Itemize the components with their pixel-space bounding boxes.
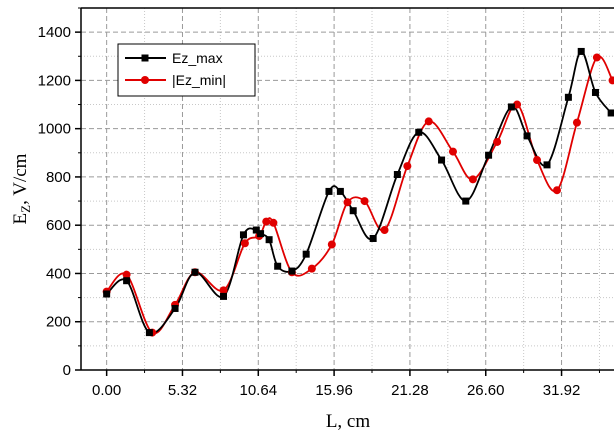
legend-label-ez-max: Ez_max <box>172 50 223 66</box>
x-tick-label: 5.32 <box>168 382 197 399</box>
data-point-ez-min <box>240 239 249 248</box>
data-point-ez-min <box>360 197 369 206</box>
legend-marker-ez-min <box>141 76 149 84</box>
tick-labels: 0.00 5.32 10.64 15.96 21.28 26.60 31.92 0 200 400… <box>38 24 581 399</box>
data-point-ez-min <box>448 147 457 156</box>
data-point-ez-min <box>343 198 352 207</box>
legend-box <box>117 43 256 97</box>
data-point-ez-min <box>592 53 601 62</box>
data-point-ez-min <box>327 240 336 249</box>
data-point-ez-min <box>307 264 316 273</box>
data-point-ez-max <box>349 207 357 215</box>
data-point-ez-min <box>608 76 614 85</box>
data-point-ez-max <box>239 231 247 239</box>
legend: Ez_max |Ez_min| <box>117 43 256 97</box>
y-tick-label: 200 <box>46 314 71 331</box>
data-point-ez-max <box>369 234 377 242</box>
data-point-ez-min <box>122 270 131 279</box>
data-point-ez-min <box>262 217 271 226</box>
y-tick-label: 400 <box>46 265 71 282</box>
data-point-ez-min <box>572 118 581 127</box>
data-point-ez-max <box>607 109 614 117</box>
y-tick-label: 0 <box>63 362 71 379</box>
data-point-ez-min <box>552 186 561 195</box>
data-point-ez-max <box>325 187 333 195</box>
data-point-ez-max <box>288 267 296 275</box>
y-tick-label: 1400 <box>38 24 71 41</box>
data-point-ez-max <box>393 171 401 179</box>
x-tick-label: 26.60 <box>467 382 505 399</box>
data-point-ez-min <box>403 162 412 171</box>
data-point-ez-min <box>513 100 522 109</box>
data-point-ez-min <box>468 175 477 184</box>
data-point-ez-min <box>424 117 433 126</box>
y-tick-label: 1200 <box>38 72 71 89</box>
data-point-ez-max <box>103 290 111 298</box>
data-point-ez-max <box>462 197 470 205</box>
x-axis-title: L, cm <box>326 411 371 432</box>
data-point-ez-max <box>123 277 131 285</box>
plot-frame <box>80 7 614 371</box>
data-point-ez-min <box>269 218 278 227</box>
data-point-ez-max <box>438 156 446 164</box>
data-point-ez-max <box>564 93 572 101</box>
data-point-ez-max <box>507 103 515 111</box>
data-point-ez-max <box>257 230 265 238</box>
data-point-ez-max <box>577 47 585 55</box>
data-point-ez-max <box>191 268 199 276</box>
y-tick-label: 600 <box>46 217 71 234</box>
data-point-ez-max <box>543 161 551 169</box>
x-tick-label: 0.00 <box>92 382 121 399</box>
x-tick-label: 21.28 <box>391 382 429 399</box>
series-layer <box>102 47 614 337</box>
y-axis-title-units: , V/cm <box>10 153 31 205</box>
data-point-ez-min <box>493 137 502 146</box>
data-point-ez-max <box>591 88 599 96</box>
data-point-ez-max <box>336 187 344 195</box>
legend-marker-ez-max <box>141 54 149 62</box>
data-point-ez-max <box>415 128 423 136</box>
data-point-ez-max <box>145 329 153 337</box>
data-point-ez-max <box>171 304 179 312</box>
y-axis-title: EZ, V/cm <box>10 153 33 224</box>
y-axis-title-main: E <box>10 213 31 225</box>
data-point-ez-max <box>523 132 531 140</box>
data-point-ez-max <box>485 151 493 159</box>
data-point-ez-min <box>219 286 228 295</box>
y-tick-label: 1000 <box>38 121 71 138</box>
x-tick-label: 10.64 <box>240 382 278 399</box>
axis-ticks <box>75 7 600 376</box>
y-tick-label: 800 <box>46 169 71 186</box>
data-point-ez-min <box>533 156 542 165</box>
data-point-ez-max <box>220 292 228 300</box>
data-point-ez-max <box>274 262 282 270</box>
data-point-ez-max <box>302 250 310 258</box>
data-point-ez-min <box>380 226 389 235</box>
x-tick-label: 15.96 <box>315 382 353 399</box>
legend-label-ez-min: |Ez_min| <box>172 72 226 88</box>
y-axis-title-subscript: Z <box>18 205 33 213</box>
data-point-ez-max <box>252 226 260 234</box>
x-tick-label: 31.92 <box>543 382 581 399</box>
data-point-ez-max <box>265 236 273 244</box>
